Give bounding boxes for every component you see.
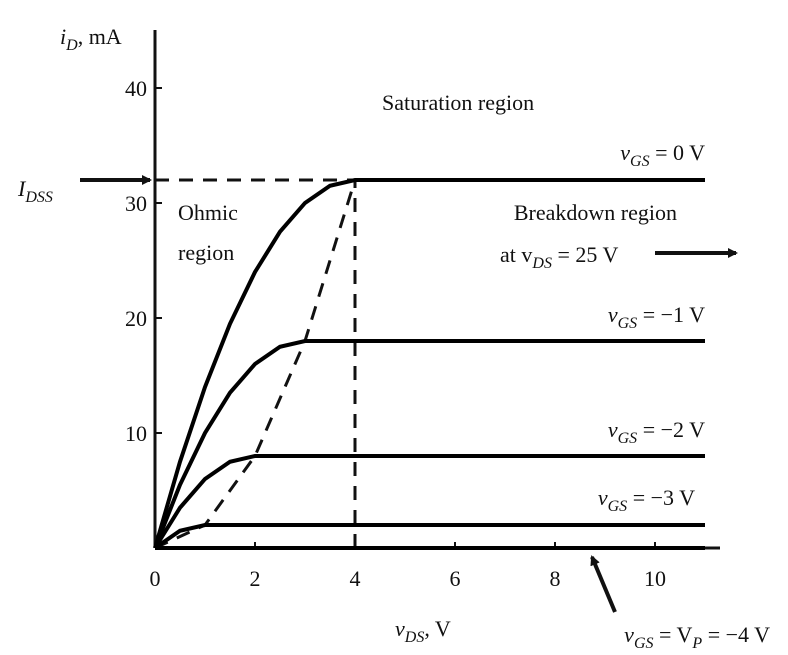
series-label-part: v (620, 140, 630, 165)
annotation: Saturation region (382, 90, 534, 115)
series-label: vGS = 0 V (620, 140, 705, 170)
series-label-part: GS (618, 315, 638, 332)
series-label-part: = −4 V (702, 622, 770, 647)
annotation: Ohmic (178, 200, 238, 225)
curve (153, 178, 705, 549)
series-label-part: v (608, 302, 618, 327)
x-tick-label: 0 (150, 566, 161, 591)
annotation: IDSS (17, 176, 53, 206)
series-label-part: v (598, 485, 608, 510)
series-label-part: = V (654, 622, 693, 647)
series-label-part: = −1 V (637, 302, 705, 327)
y-tick-label: 20 (125, 306, 147, 331)
annotation: region (178, 240, 234, 265)
series-label-part: v (624, 622, 634, 647)
x-tick-label: 6 (450, 566, 461, 591)
y-axis-label-part: D (65, 37, 78, 54)
x-tick-label: 10 (644, 566, 666, 591)
x-tick-label: 2 (250, 566, 261, 591)
series-label-part: GS (618, 430, 638, 447)
annotation-part: DSS (24, 189, 53, 206)
x-axis-label: vDS, V (395, 616, 451, 646)
curve (153, 523, 705, 550)
x-axis-label-part: , V (424, 616, 451, 641)
series-label: vGS = −2 V (608, 417, 705, 447)
annotation-part: DS (531, 255, 552, 272)
y-tick-label: 10 (125, 421, 147, 446)
series-label-part: GS (630, 153, 650, 170)
y-axis-label: iD, mA (60, 24, 122, 54)
guide-line (154, 179, 357, 550)
x-tick-label: 4 (350, 566, 361, 591)
series-label: vGS = −1 V (608, 302, 705, 332)
vp-arrow (590, 555, 617, 613)
annotation: Breakdown region (514, 200, 677, 225)
annotation-part: at v (500, 242, 532, 267)
annotation-part: I (17, 176, 27, 201)
y-tick-label: 30 (125, 191, 147, 216)
curve (153, 339, 705, 549)
annotation: at vDS = 25 V (500, 242, 618, 272)
y-tick-label: 40 (125, 76, 147, 101)
series-label-part: = −2 V (637, 417, 705, 442)
series-label-part: v (608, 417, 618, 442)
x-tick-label: 8 (550, 566, 561, 591)
series-label-part: GS (608, 498, 628, 515)
series-label-part: = −3 V (627, 485, 695, 510)
series-label-part: P (691, 635, 702, 652)
x-axis-label-part: DS (404, 629, 425, 646)
y-axis-label-part: i (60, 24, 66, 49)
curve (153, 454, 705, 550)
series-label-part: = 0 V (650, 140, 706, 165)
series-label: vGS = VP = −4 V (624, 622, 770, 652)
series-label-part: GS (634, 635, 654, 652)
x-axis-label-part: v (395, 616, 405, 641)
series-label: vGS = −3 V (598, 485, 695, 515)
y-axis-label-part: , mA (78, 24, 122, 49)
annotation-part: = 25 V (552, 242, 619, 267)
